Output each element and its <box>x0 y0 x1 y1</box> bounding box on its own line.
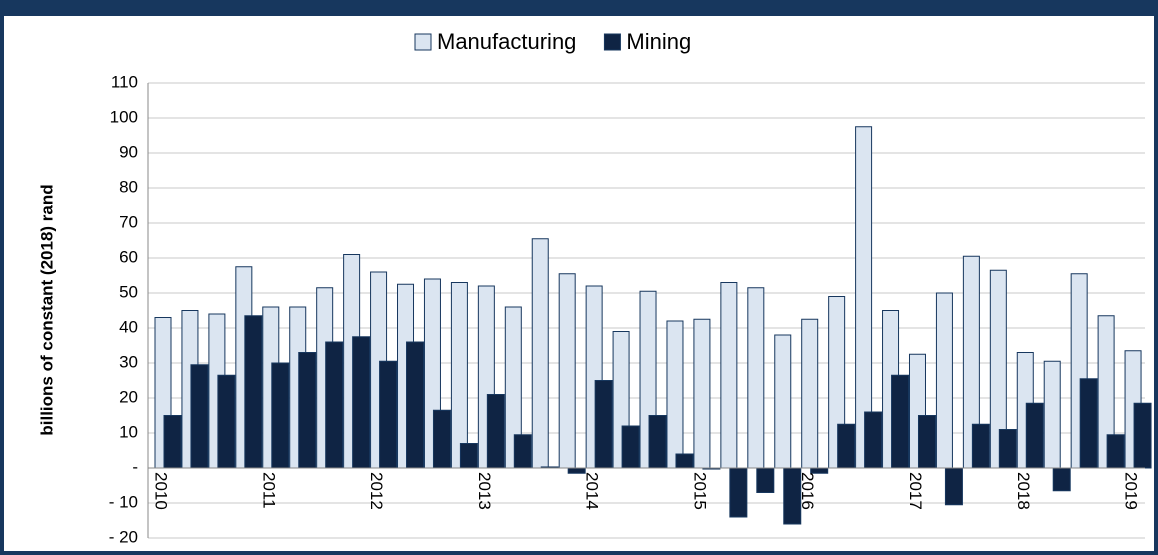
bar <box>971 423 990 469</box>
y-tick-label: 60 <box>119 247 138 266</box>
bar <box>271 362 290 469</box>
bar <box>450 282 468 469</box>
bar <box>594 380 613 469</box>
bar <box>1043 360 1061 469</box>
bar <box>675 453 694 469</box>
bar <box>891 374 910 469</box>
bar <box>621 425 640 469</box>
y-tick-label: 100 <box>110 107 138 126</box>
x-tick-label: 2017 <box>906 472 925 510</box>
bar <box>774 334 792 469</box>
bar <box>298 352 317 469</box>
y-tick-label: 10 <box>119 422 138 441</box>
bar <box>720 282 738 469</box>
legend-label: Manufacturing <box>437 29 576 54</box>
y-tick-label: 20 <box>119 387 138 406</box>
bar <box>935 292 953 469</box>
y-tick-label: 70 <box>119 212 138 231</box>
y-tick-label: 40 <box>119 317 138 336</box>
y-tick-label: - <box>132 457 138 476</box>
y-tick-label: - 20 <box>109 527 138 546</box>
bar <box>379 360 398 469</box>
x-tick-label: 2019 <box>1122 472 1141 510</box>
bar <box>163 415 182 469</box>
bar <box>998 429 1017 469</box>
bar <box>1133 402 1152 469</box>
bar <box>783 467 802 525</box>
bar <box>1025 402 1044 469</box>
bar <box>1106 434 1125 469</box>
bar <box>666 320 684 469</box>
bar <box>944 467 963 506</box>
bar <box>801 318 819 469</box>
bar <box>531 238 549 469</box>
legend-label: Mining <box>626 29 691 54</box>
bar <box>325 341 344 469</box>
bar <box>1079 378 1098 469</box>
bar <box>486 394 505 469</box>
y-tick-label: 80 <box>119 177 138 196</box>
y-tick-label: 50 <box>119 282 138 301</box>
y-tick-label: - 10 <box>109 492 138 511</box>
bar <box>244 315 263 469</box>
bar <box>648 415 667 469</box>
x-tick-label: 2011 <box>259 472 278 509</box>
bar <box>217 374 236 469</box>
legend-swatch <box>414 33 432 51</box>
x-tick-label: 2010 <box>152 472 171 510</box>
bar <box>1052 467 1071 492</box>
bar <box>837 423 856 469</box>
bar <box>406 341 425 469</box>
bar <box>190 364 209 469</box>
bar <box>432 409 451 469</box>
bar <box>917 415 936 469</box>
bar <box>747 287 765 469</box>
header-strip <box>0 0 1158 14</box>
bar <box>729 467 748 518</box>
y-tick-label: 110 <box>111 72 138 91</box>
bar <box>864 411 883 469</box>
x-tick-label: 2018 <box>1014 472 1033 510</box>
bar <box>756 467 775 493</box>
y-tick-label: 90 <box>119 142 138 161</box>
bar <box>513 434 532 469</box>
bar <box>693 318 711 469</box>
x-tick-label: 2014 <box>583 472 602 510</box>
x-tick-label: 2015 <box>690 472 709 510</box>
legend-swatch <box>603 33 621 51</box>
y-axis-label: billions of constant (2018) rand <box>37 184 56 435</box>
x-tick-label: 2013 <box>475 472 494 510</box>
bar <box>558 273 576 469</box>
y-tick-label: 30 <box>119 352 138 371</box>
x-tick-label: 2016 <box>798 472 817 510</box>
x-tick-label: 2012 <box>367 472 386 510</box>
bar <box>567 467 586 474</box>
bar <box>459 443 478 469</box>
bar <box>352 336 371 469</box>
